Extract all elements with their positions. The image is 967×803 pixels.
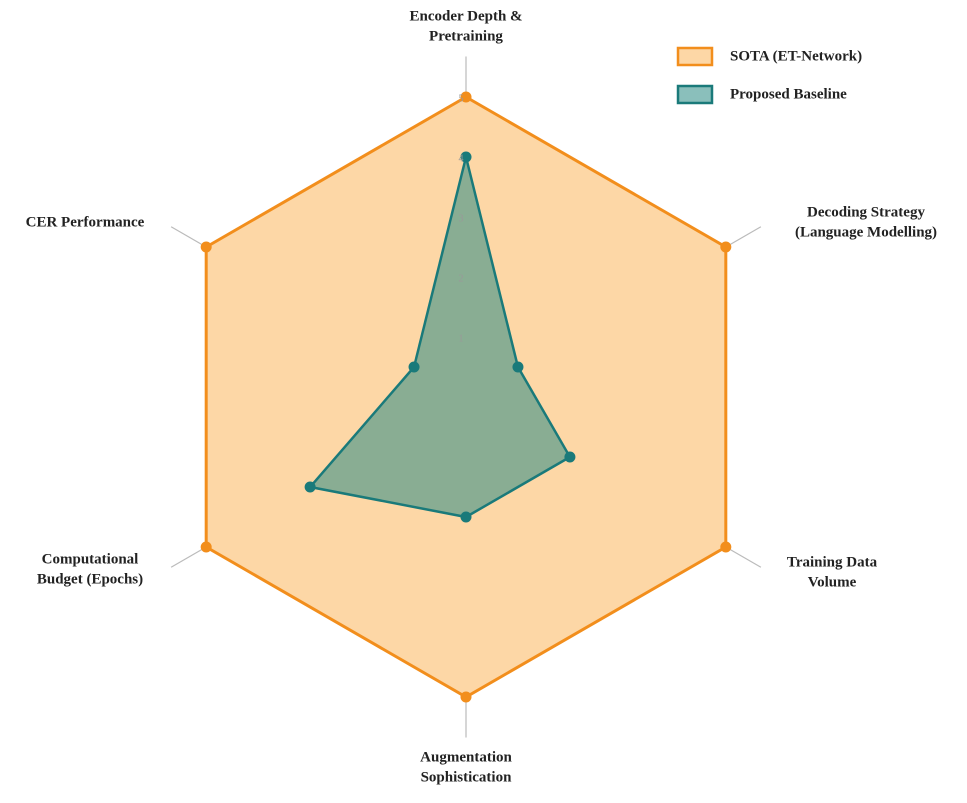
- r-tick-label: 5: [459, 93, 464, 104]
- series-area: [310, 157, 570, 517]
- category-label: Encoder Depth &: [409, 8, 522, 24]
- r-tick-label: 3: [459, 213, 464, 224]
- legend-label: SOTA (ET-Network): [730, 48, 862, 64]
- legend-swatch: [676, 84, 714, 105]
- series-line: [307, 156, 572, 519]
- data-point: [200, 241, 212, 253]
- category-label: Sophistication: [421, 769, 513, 785]
- legend-label: Proposed Baseline: [730, 86, 847, 102]
- data-point: [564, 451, 576, 463]
- data-point: [460, 511, 472, 523]
- data-point: [720, 241, 732, 253]
- series-closing: [205, 95, 467, 249]
- category-label: Budget (Epochs): [37, 571, 143, 587]
- category-label: CER Performance: [26, 214, 145, 230]
- data-point: [408, 361, 420, 373]
- data-point: [512, 361, 524, 373]
- category-label: Decoding Strategy: [807, 204, 925, 220]
- category-label: Augmentation: [420, 749, 512, 765]
- category-label: Computational: [42, 551, 139, 567]
- data-point: [200, 541, 212, 553]
- category-label: Volume: [808, 574, 857, 590]
- r-tick-label: 2: [459, 273, 464, 284]
- legend-swatch: [676, 46, 714, 67]
- data-point: [460, 691, 472, 703]
- data-point: [720, 541, 732, 553]
- data-point: [460, 151, 472, 163]
- series-closing: [412, 156, 468, 368]
- data-point: [460, 91, 472, 103]
- category-label: (Language Modelling): [795, 224, 937, 240]
- series-line: [204, 95, 728, 699]
- r-tick-label: 4: [459, 153, 464, 164]
- data-point: [304, 481, 316, 493]
- category-label: Training Data: [787, 554, 878, 570]
- category-label: Pretraining: [429, 28, 503, 44]
- r-tick-label: 1: [459, 333, 464, 344]
